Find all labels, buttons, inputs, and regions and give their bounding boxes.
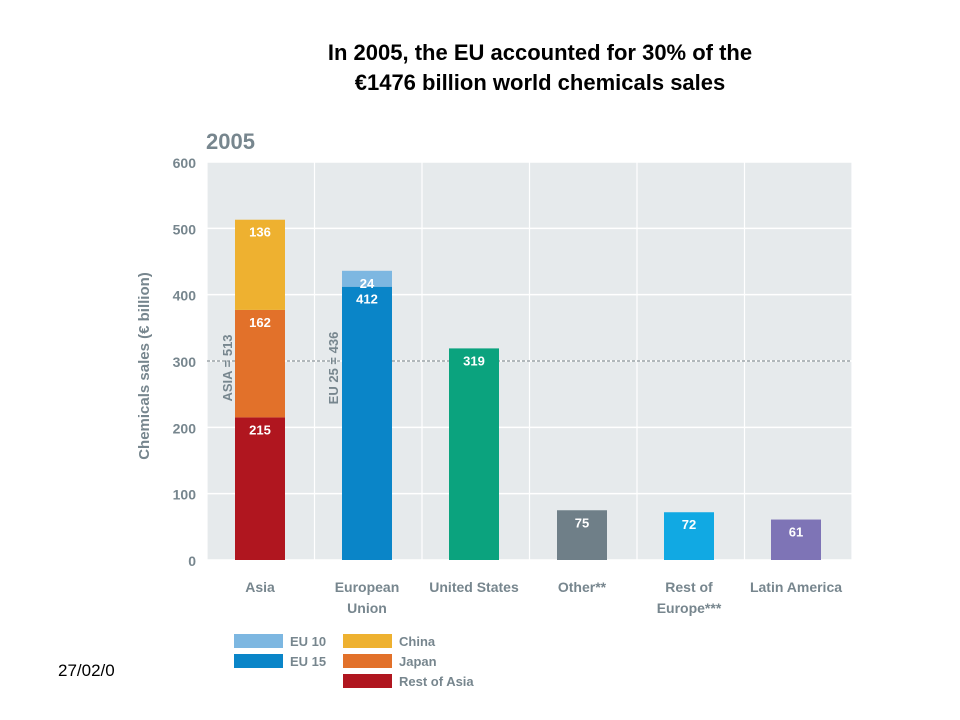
legend-label: EU 15 — [290, 654, 326, 669]
bar-segment — [235, 417, 285, 560]
data-label: 412 — [356, 292, 378, 307]
x-axis: Asia European Union United States Other** Res… — [245, 579, 842, 616]
x-tick-label: Asia — [245, 579, 275, 595]
x-tick-label: European — [335, 579, 400, 595]
slide-title: In 2005, the EU accounted for 30% of the… — [230, 38, 850, 98]
bar-segment — [342, 286, 392, 560]
bar-segment — [449, 348, 499, 560]
legend-swatch — [343, 674, 392, 688]
slide-date: 27/02/0 — [58, 661, 115, 680]
slide-title-line-2: €1476 billion world chemicals sales — [354, 70, 726, 95]
x-tick-label: United States — [429, 579, 519, 595]
y-tick-label: 100 — [173, 487, 197, 503]
legend-label: China — [399, 634, 436, 649]
legend-swatch — [234, 634, 283, 648]
year-label: 2005 — [206, 129, 255, 154]
y-axis: 0 100 200 300 400 500 600 — [173, 155, 197, 569]
data-label: 61 — [789, 525, 803, 540]
legend-label: Rest of Asia — [399, 674, 474, 689]
total-annotation: ASIA = 513 — [220, 334, 235, 401]
data-label: 72 — [682, 517, 696, 532]
data-label: 136 — [249, 225, 271, 240]
x-tick-label: Union — [347, 600, 387, 616]
legend-label: EU 10 — [290, 634, 326, 649]
x-tick-label: Latin America — [750, 579, 842, 595]
y-axis-label: Chemicals sales (€ billion) — [136, 272, 153, 460]
legend-swatch — [343, 634, 392, 648]
total-annotation: EU 25 = 436 — [326, 332, 341, 405]
bar-segment — [557, 510, 607, 560]
y-tick-label: 0 — [188, 553, 196, 569]
legend-swatch — [343, 654, 392, 668]
slide-title-line-1: In 2005, the EU accounted for 30% of the — [327, 40, 753, 65]
bar-segment — [771, 519, 821, 560]
bar-segment — [235, 219, 285, 310]
bar-segment — [342, 270, 392, 287]
bar-segment — [235, 309, 285, 418]
legend-label: Japan — [399, 654, 437, 669]
x-tick-label: Other** — [558, 579, 607, 595]
y-tick-label: 200 — [173, 420, 197, 436]
y-tick-label: 600 — [173, 155, 197, 171]
data-label: 319 — [463, 353, 485, 368]
y-tick-label: 400 — [173, 288, 197, 304]
data-label: 215 — [249, 422, 271, 437]
y-tick-label: 500 — [173, 221, 197, 237]
x-tick-label: Rest of — [665, 579, 713, 595]
data-label: 162 — [249, 315, 271, 330]
annotations: ASIA = 513 EU 25 = 436 — [220, 332, 341, 405]
data-label: 75 — [575, 515, 589, 530]
y-tick-label: 300 — [173, 354, 197, 370]
bar-segment — [664, 512, 714, 560]
legend-swatch — [234, 654, 283, 668]
legend: EU 10 EU 15 China Japan Rest of Asia — [234, 634, 474, 689]
data-label: 24 — [360, 276, 375, 291]
x-tick-label: Europe*** — [657, 600, 722, 616]
